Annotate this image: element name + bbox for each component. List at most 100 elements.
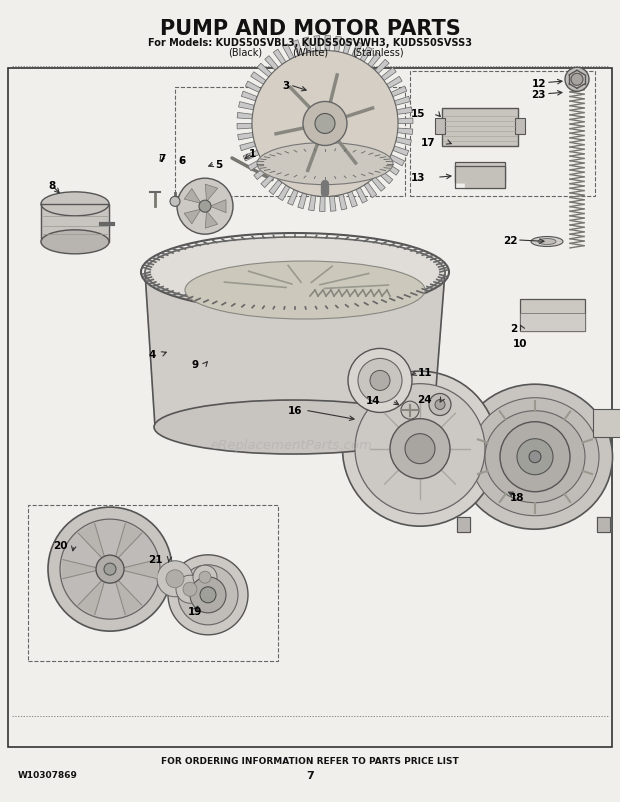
- Polygon shape: [364, 184, 377, 199]
- Text: 11: 11: [418, 368, 433, 378]
- Text: 4: 4: [148, 350, 156, 359]
- Polygon shape: [239, 103, 254, 111]
- Circle shape: [193, 565, 217, 589]
- Text: eReplacementParts.com: eReplacementParts.com: [210, 439, 373, 452]
- Ellipse shape: [458, 385, 613, 529]
- Circle shape: [170, 197, 180, 207]
- Polygon shape: [393, 147, 409, 156]
- Polygon shape: [293, 41, 303, 56]
- Text: 22: 22: [503, 236, 518, 245]
- Polygon shape: [237, 124, 252, 130]
- Ellipse shape: [145, 237, 445, 308]
- Polygon shape: [375, 60, 389, 75]
- Circle shape: [565, 68, 589, 92]
- Circle shape: [60, 520, 160, 619]
- Ellipse shape: [257, 144, 393, 185]
- Text: 14: 14: [365, 396, 380, 406]
- Text: (Stainless): (Stainless): [352, 47, 404, 57]
- Polygon shape: [240, 143, 255, 152]
- Text: 18: 18: [510, 492, 525, 502]
- Text: 24: 24: [417, 395, 432, 404]
- Polygon shape: [237, 113, 252, 119]
- Bar: [435, 119, 445, 135]
- Polygon shape: [184, 189, 201, 204]
- Polygon shape: [41, 205, 109, 242]
- Ellipse shape: [154, 400, 432, 455]
- Text: 6: 6: [179, 156, 185, 165]
- Polygon shape: [360, 47, 372, 63]
- Circle shape: [199, 201, 211, 213]
- Bar: [410, 72, 595, 196]
- Polygon shape: [343, 39, 352, 55]
- Text: W10307869: W10307869: [18, 770, 78, 780]
- Circle shape: [176, 576, 204, 603]
- Ellipse shape: [471, 399, 599, 516]
- Circle shape: [405, 434, 435, 464]
- Polygon shape: [309, 196, 316, 212]
- Text: 1: 1: [249, 149, 255, 159]
- Polygon shape: [265, 57, 278, 71]
- Text: 7: 7: [158, 154, 166, 164]
- Polygon shape: [210, 200, 226, 213]
- Text: 21: 21: [148, 555, 162, 565]
- Circle shape: [390, 419, 450, 479]
- Circle shape: [48, 508, 172, 631]
- Text: 16: 16: [288, 406, 302, 415]
- Polygon shape: [250, 73, 266, 85]
- Polygon shape: [334, 37, 342, 53]
- Polygon shape: [205, 212, 218, 229]
- Text: 12: 12: [531, 79, 546, 88]
- Ellipse shape: [485, 411, 585, 503]
- Bar: [520, 299, 585, 331]
- Polygon shape: [114, 577, 142, 615]
- Circle shape: [168, 555, 248, 635]
- Bar: [175, 88, 405, 196]
- Polygon shape: [455, 167, 505, 188]
- Bar: [515, 119, 525, 135]
- Polygon shape: [391, 87, 407, 98]
- Ellipse shape: [252, 51, 398, 197]
- Circle shape: [571, 75, 583, 86]
- Circle shape: [303, 103, 347, 146]
- Text: (Black): (Black): [228, 47, 262, 57]
- Polygon shape: [319, 197, 325, 213]
- Bar: [455, 163, 505, 183]
- Circle shape: [190, 577, 226, 613]
- Text: PUMP AND MOTOR PARTS: PUMP AND MOTOR PARTS: [159, 19, 461, 38]
- Polygon shape: [288, 190, 298, 206]
- Polygon shape: [325, 36, 330, 51]
- Circle shape: [358, 359, 402, 403]
- Polygon shape: [356, 188, 368, 204]
- Text: 8: 8: [48, 181, 56, 191]
- Polygon shape: [241, 92, 257, 102]
- Polygon shape: [339, 195, 347, 211]
- Polygon shape: [243, 151, 259, 162]
- Polygon shape: [389, 156, 405, 167]
- Ellipse shape: [538, 239, 556, 245]
- Text: 7: 7: [306, 770, 314, 780]
- Bar: [8, 70, 612, 747]
- Circle shape: [429, 394, 451, 416]
- Text: FOR ORDERING INFORMATION REFER TO PARTS PRICE LIST: FOR ORDERING INFORMATION REFER TO PARTS …: [161, 755, 459, 765]
- Text: 3: 3: [283, 81, 290, 91]
- Bar: [28, 505, 278, 662]
- Polygon shape: [254, 167, 268, 180]
- Polygon shape: [396, 138, 412, 146]
- Text: 2: 2: [510, 324, 517, 334]
- Circle shape: [348, 349, 412, 413]
- Polygon shape: [387, 77, 402, 89]
- Polygon shape: [118, 560, 157, 579]
- Circle shape: [517, 439, 553, 475]
- Polygon shape: [261, 174, 275, 188]
- Text: For Models: KUDS50SVBL3, KUDS50SVWH3, KUDS50SVSS3: For Models: KUDS50SVBL3, KUDS50SVWH3, KU…: [148, 38, 472, 47]
- Circle shape: [166, 570, 184, 588]
- Polygon shape: [278, 186, 290, 201]
- Polygon shape: [114, 524, 142, 562]
- Polygon shape: [397, 129, 413, 136]
- Polygon shape: [352, 43, 363, 59]
- Text: 15: 15: [410, 109, 425, 119]
- Circle shape: [500, 422, 570, 492]
- Circle shape: [315, 115, 335, 134]
- Text: 23: 23: [531, 90, 546, 99]
- Text: 10: 10: [513, 338, 528, 348]
